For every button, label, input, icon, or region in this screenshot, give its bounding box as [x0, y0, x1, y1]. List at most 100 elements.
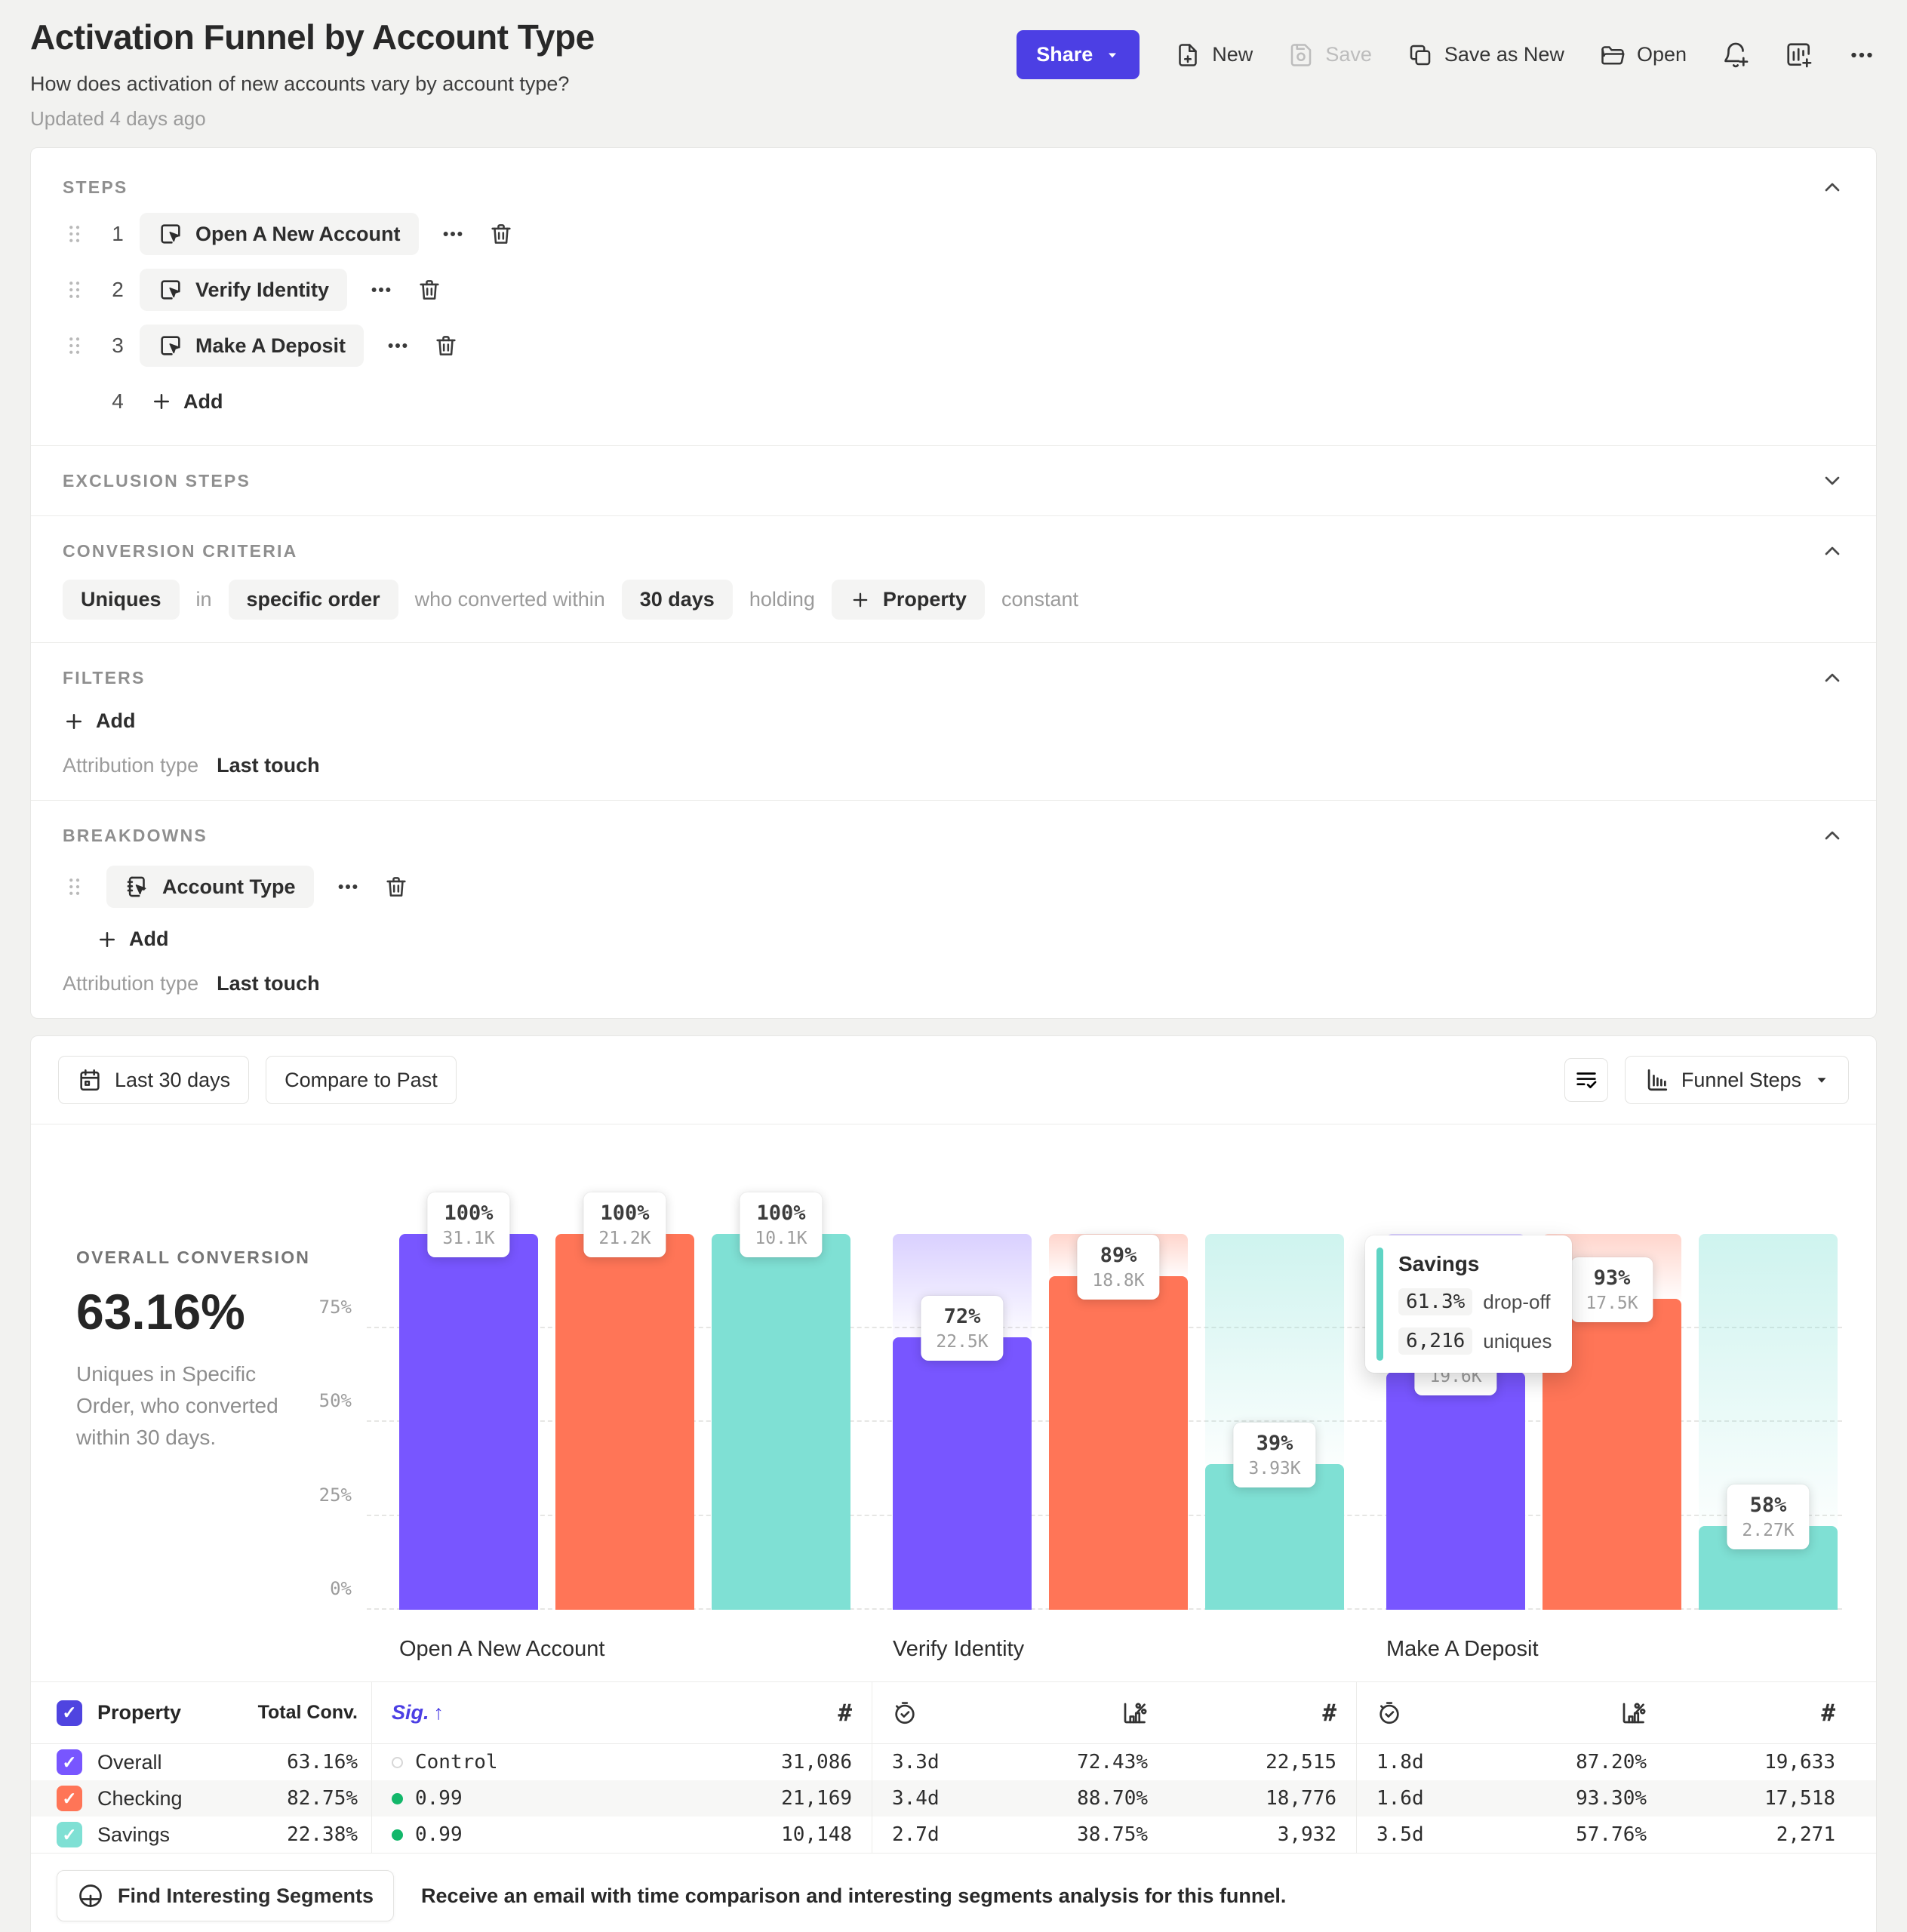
step3-time: 1.8d: [1376, 1751, 1424, 1774]
trash-icon[interactable]: [433, 333, 459, 358]
counting-method-chip[interactable]: Uniques: [63, 580, 180, 620]
more-options-icon[interactable]: [337, 875, 359, 898]
chart-options-button[interactable]: [1564, 1058, 1608, 1102]
caret-down-icon: [1105, 48, 1120, 63]
find-interesting-segments-button[interactable]: Find Interesting Segments: [57, 1870, 395, 1921]
row-checkbox[interactable]: ✓: [57, 1786, 82, 1811]
chevron-up-icon[interactable]: [1820, 175, 1844, 199]
segments-icon: [77, 1882, 104, 1909]
step3-conversion: 57.76%: [1576, 1823, 1647, 1846]
plus-icon: [150, 390, 173, 413]
open-button[interactable]: Open: [1599, 42, 1687, 69]
step-event-chip[interactable]: Make A Deposit: [140, 325, 364, 367]
select-all-checkbox[interactable]: ✓: [57, 1700, 82, 1726]
y-tick: 75%: [318, 1296, 352, 1318]
drag-handle-icon[interactable]: [63, 277, 96, 303]
event-icon: [158, 221, 183, 247]
breakdown-property-chip[interactable]: Account Type: [106, 866, 314, 908]
conversion-rate-icon[interactable]: [1505, 1700, 1647, 1727]
step-number: 4: [112, 389, 124, 413]
bar-savings[interactable]: 100% 10.1K: [712, 1192, 850, 1610]
step-number: 3: [112, 334, 124, 357]
event-icon: [158, 277, 183, 303]
y-tick: 50%: [318, 1390, 352, 1411]
steps-section-label: STEPS: [63, 177, 128, 197]
exclusion-steps-label: EXCLUSION STEPS: [63, 470, 251, 491]
row-name: Overall: [97, 1750, 162, 1774]
x-axis-label: Open A New Account: [399, 1637, 605, 1661]
total-conversion-value: 22.38%: [287, 1823, 358, 1846]
share-button[interactable]: Share: [1017, 30, 1140, 79]
funnel-step-group-1: 100% 31.1K 100% 21.2K: [399, 1192, 850, 1610]
attribution-type-value[interactable]: Last touch: [217, 754, 320, 777]
chevron-up-icon[interactable]: [1820, 539, 1844, 563]
criteria-text: holding: [749, 588, 815, 611]
drag-handle-icon[interactable]: [63, 333, 96, 358]
attribution-type-value[interactable]: Last touch: [217, 972, 320, 995]
add-to-board-button[interactable]: [1785, 41, 1813, 69]
table-row-overall[interactable]: ✓ Overall 63.16% Control 31,086 3.3d 72.…: [31, 1744, 1876, 1780]
trash-icon[interactable]: [383, 874, 409, 900]
hash-icon[interactable]: #: [1322, 1699, 1336, 1727]
bar-overall[interactable]: 72% 22.5K: [893, 1234, 1032, 1610]
more-options-button[interactable]: [1848, 42, 1875, 69]
bar-checking[interactable]: 100% 21.2K: [555, 1192, 694, 1610]
alerts-button[interactable]: [1721, 41, 1750, 69]
drag-handle-icon[interactable]: [63, 221, 96, 247]
hover-tooltip: Savings 61.3% drop-off 6,216 uniques: [1365, 1235, 1572, 1373]
bar-label: 39% 3.93K: [1233, 1422, 1316, 1487]
chevron-up-icon[interactable]: [1820, 666, 1844, 690]
save-as-new-button[interactable]: Save as New: [1407, 42, 1564, 69]
more-options-icon[interactable]: [370, 278, 392, 301]
new-button[interactable]: New: [1174, 42, 1253, 69]
step2-conversion: 38.75%: [1077, 1823, 1148, 1846]
step1-count: 10,148: [781, 1823, 852, 1846]
sig-column-header[interactable]: Sig. ↑: [392, 1701, 444, 1724]
step-number: 1: [112, 222, 124, 245]
step-event-chip[interactable]: Open A New Account: [140, 213, 419, 255]
hash-icon[interactable]: #: [838, 1699, 852, 1727]
trash-icon[interactable]: [417, 277, 442, 303]
overall-conversion-label: OVERALL CONVERSION: [76, 1247, 311, 1267]
conversion-criteria-row: Uniques in specific order who converted …: [63, 580, 1844, 620]
save-button[interactable]: Save: [1287, 42, 1372, 69]
bar-checking[interactable]: 89% 18.8K: [1049, 1234, 1188, 1610]
add-filter-button[interactable]: Add: [63, 709, 135, 733]
conversion-rate-icon[interactable]: [1020, 1700, 1148, 1727]
conversion-window-chip[interactable]: 30 days: [621, 580, 733, 620]
footer-message: Receive an email with time comparison an…: [421, 1884, 1287, 1907]
row-checkbox[interactable]: ✓: [57, 1749, 82, 1775]
hash-icon[interactable]: #: [1821, 1699, 1835, 1727]
view-selector-button[interactable]: Funnel Steps: [1624, 1056, 1849, 1104]
bar-savings[interactable]: 58% 2.27K: [1699, 1234, 1838, 1610]
chevron-up-icon[interactable]: [1820, 823, 1844, 848]
chevron-down-icon[interactable]: [1820, 469, 1844, 493]
table-row-savings[interactable]: ✓ Savings 22.38% 0.99 10,148 2.7d 38.75%…: [31, 1817, 1876, 1853]
more-options-icon[interactable]: [386, 334, 409, 357]
overall-conversion-panel: OVERALL CONVERSION 63.16% Uniques in Spe…: [76, 1234, 333, 1681]
step3-conversion: 93.30%: [1576, 1787, 1647, 1810]
date-range-button[interactable]: Last 30 days: [58, 1056, 250, 1104]
drag-handle-icon[interactable]: [63, 874, 96, 900]
tooltip-uniques-label: uniques: [1483, 1329, 1552, 1352]
toolbar: Share New Save Sav: [1017, 30, 1875, 79]
bar-label: 93% 17.5K: [1570, 1257, 1653, 1322]
order-chip[interactable]: specific order: [228, 580, 398, 620]
step-event-chip[interactable]: Verify Identity: [140, 269, 348, 311]
trash-icon[interactable]: [488, 221, 514, 247]
holding-property-chip[interactable]: Property: [831, 580, 985, 620]
add-breakdown-button[interactable]: Add: [96, 928, 168, 951]
row-checkbox[interactable]: ✓: [57, 1822, 82, 1847]
page-subtitle: How does activation of new accounts vary…: [30, 72, 570, 95]
more-options-icon[interactable]: [441, 223, 464, 245]
bar-savings[interactable]: 39% 3.93K: [1205, 1234, 1344, 1610]
time-to-convert-icon[interactable]: [1376, 1700, 1505, 1726]
step-row-3: 3 Make A Deposit: [63, 325, 1844, 367]
step-row-1: 1 Open A New Account: [63, 213, 1844, 255]
compare-to-past-button[interactable]: Compare to Past: [266, 1056, 457, 1104]
time-to-convert-icon[interactable]: [892, 1700, 1020, 1726]
bar-overall[interactable]: 100% 31.1K: [399, 1192, 538, 1610]
folder-open-icon: [1599, 42, 1626, 69]
add-step-button[interactable]: Add: [150, 390, 223, 414]
table-row-checking[interactable]: ✓ Checking 82.75% 0.99 21,169 3.4d 88.70…: [31, 1780, 1876, 1817]
